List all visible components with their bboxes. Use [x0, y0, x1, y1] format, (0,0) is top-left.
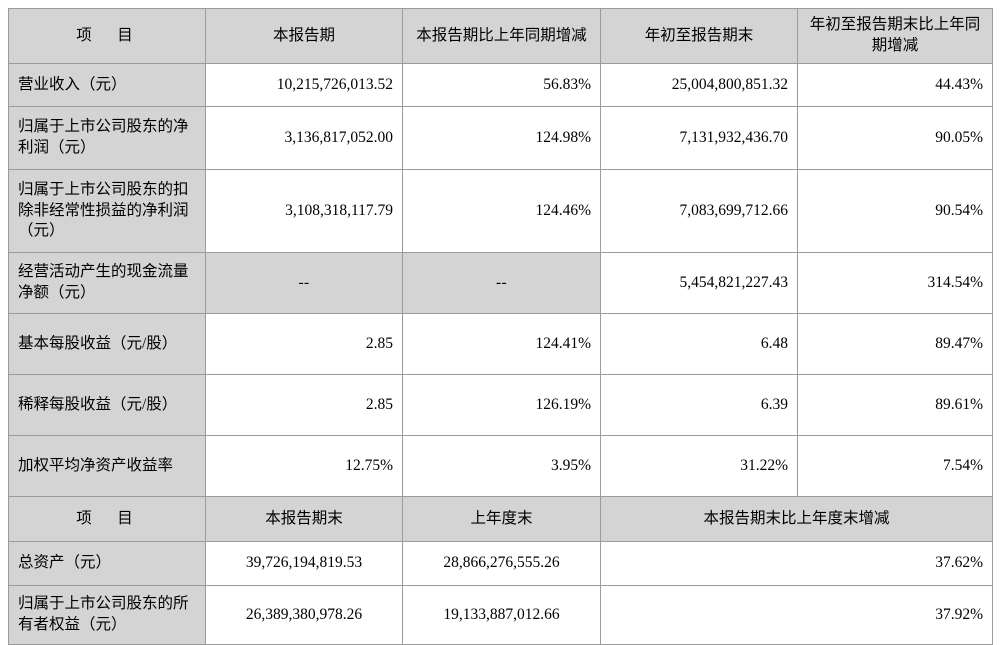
cell-ytd: 6.39	[600, 374, 798, 436]
row-label: 归属于上市公司股东的净利润（元）	[8, 106, 206, 170]
cell-prior-year-end: 19,133,887,012.66	[402, 585, 601, 645]
cell-yoy-change: 126.19%	[402, 374, 601, 436]
table-row: 营业收入（元） 10,215,726,013.52 56.83% 25,004,…	[8, 63, 993, 107]
cell-yoy-change: 124.41%	[402, 313, 601, 375]
row-label: 经营活动产生的现金流量净额（元）	[8, 252, 206, 314]
cell-ytd-yoy-change: 7.54%	[797, 435, 993, 497]
column-header-yoy-change: 本报告期比上年同期增减	[402, 8, 601, 64]
table-row: 归属于上市公司股东的净利润（元） 3,136,817,052.00 124.98…	[8, 106, 993, 170]
cell-current-period: 10,215,726,013.52	[205, 63, 403, 107]
row-label: 加权平均净资产收益率	[8, 435, 206, 497]
cell-prior-year-end: 28,866,276,555.26	[402, 541, 601, 586]
cell-ytd-yoy-change: 90.54%	[797, 169, 993, 253]
row-label: 归属于上市公司股东的扣除非经常性损益的净利润（元）	[8, 169, 206, 253]
row-label: 总资产（元）	[8, 541, 206, 586]
cell-ytd: 7,083,699,712.66	[600, 169, 798, 253]
column-header-ytd: 年初至报告期末	[600, 8, 798, 64]
row-label: 稀释每股收益（元/股）	[8, 374, 206, 436]
row-label: 基本每股收益（元/股）	[8, 313, 206, 375]
table-row: 稀释每股收益（元/股） 2.85 126.19% 6.39 89.61%	[8, 374, 993, 436]
cell-ytd: 31.22%	[600, 435, 798, 497]
cell-yoy-change: 124.46%	[402, 169, 601, 253]
financial-summary-table: 项 目 本报告期 本报告期比上年同期增减 年初至报告期末 年初至报告期末比上年同…	[8, 8, 993, 645]
cell-ytd: 6.48	[600, 313, 798, 375]
column-header-item-label: 项 目	[76, 26, 138, 44]
row-label: 归属于上市公司股东的所有者权益（元）	[8, 585, 206, 645]
cell-yoy-change: 56.83%	[402, 63, 601, 107]
financial-summary-sheet: 项 目 本报告期 本报告期比上年同期增减 年初至报告期末 年初至报告期末比上年同…	[8, 8, 993, 645]
cell-current-period: 3,136,817,052.00	[205, 106, 403, 170]
cell-current-period: 2.85	[205, 374, 403, 436]
table-row: 归属于上市公司股东的所有者权益（元） 26,389,380,978.26 19,…	[8, 585, 993, 645]
column-header-item-2: 项 目	[8, 496, 206, 542]
row-label: 营业收入（元）	[8, 63, 206, 107]
cell-ytd-yoy-change: 89.47%	[797, 313, 993, 375]
column-header-period-end: 本报告期末	[205, 496, 403, 542]
cell-ytd: 25,004,800,851.32	[600, 63, 798, 107]
table-row: 加权平均净资产收益率 12.75% 3.95% 31.22% 7.54%	[8, 435, 993, 497]
cell-current-period: --	[205, 252, 403, 314]
cell-ytd-yoy-change: 44.43%	[797, 63, 993, 107]
cell-period-end: 26,389,380,978.26	[205, 585, 403, 645]
table-row: 归属于上市公司股东的扣除非经常性损益的净利润（元） 3,108,318,117.…	[8, 169, 993, 253]
column-header-item-2-label: 项 目	[76, 509, 138, 527]
table-row: 基本每股收益（元/股） 2.85 124.41% 6.48 89.47%	[8, 313, 993, 375]
cell-yoy-change: 124.98%	[402, 106, 601, 170]
cell-ytd: 7,131,932,436.70	[600, 106, 798, 170]
column-header-balance-change: 本报告期末比上年度末增减	[600, 496, 993, 542]
column-header-current-period: 本报告期	[205, 8, 403, 64]
cell-yoy-change: 3.95%	[402, 435, 601, 497]
cell-balance-change: 37.62%	[600, 541, 993, 586]
table-row: 经营活动产生的现金流量净额（元） -- -- 5,454,821,227.43 …	[8, 252, 993, 314]
cell-period-end: 39,726,194,819.53	[205, 541, 403, 586]
cell-current-period: 12.75%	[205, 435, 403, 497]
column-header-prior-year-end: 上年度末	[402, 496, 601, 542]
column-header-ytd-yoy-change: 年初至报告期末比上年同期增减	[797, 8, 993, 64]
cell-current-period: 3,108,318,117.79	[205, 169, 403, 253]
cell-ytd: 5,454,821,227.43	[600, 252, 798, 314]
column-header-item: 项 目	[8, 8, 206, 64]
periodic-header-row: 项 目 本报告期 本报告期比上年同期增减 年初至报告期末 年初至报告期末比上年同…	[8, 8, 993, 64]
cell-ytd-yoy-change: 90.05%	[797, 106, 993, 170]
cell-ytd-yoy-change: 314.54%	[797, 252, 993, 314]
table-row: 总资产（元） 39,726,194,819.53 28,866,276,555.…	[8, 541, 993, 586]
cell-yoy-change: --	[402, 252, 601, 314]
cell-current-period: 2.85	[205, 313, 403, 375]
cell-balance-change: 37.92%	[600, 585, 993, 645]
cell-ytd-yoy-change: 89.61%	[797, 374, 993, 436]
balance-header-row: 项 目 本报告期末 上年度末 本报告期末比上年度末增减	[8, 496, 993, 542]
